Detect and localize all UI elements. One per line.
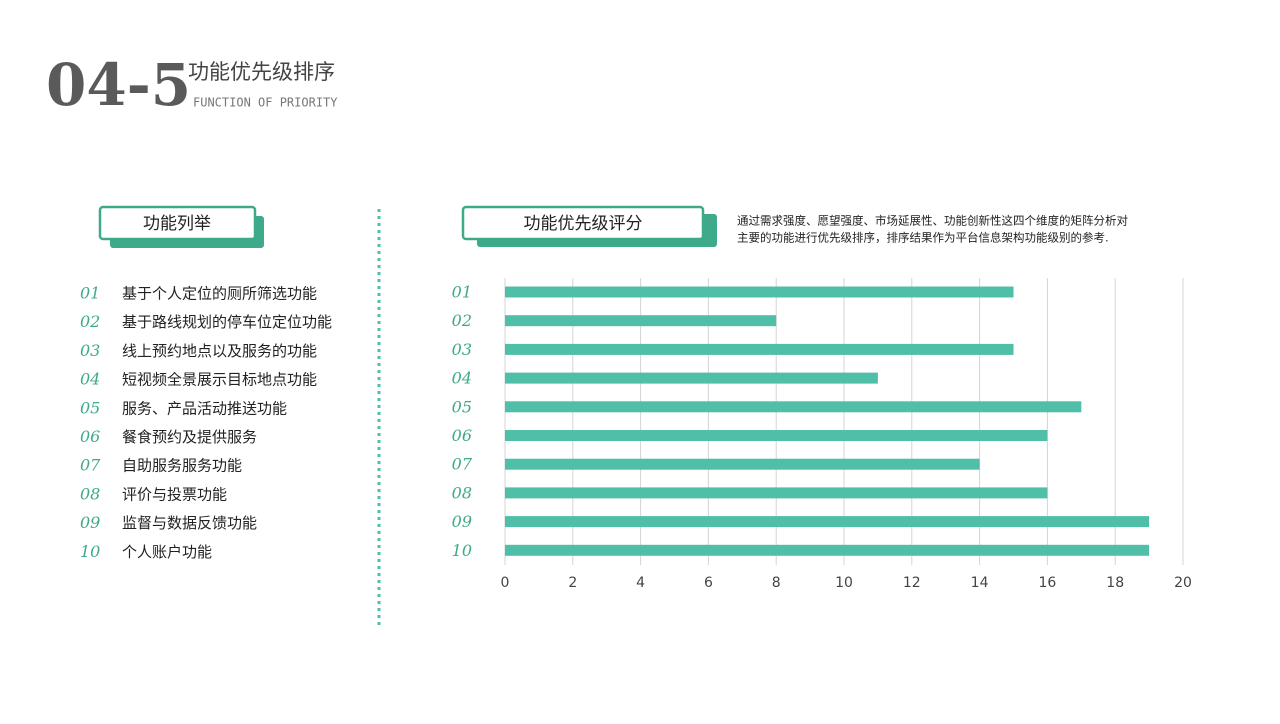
x-tick-label: 4 (636, 575, 645, 591)
x-tick-label: 12 (903, 575, 921, 591)
section-number: 04-5 (46, 51, 191, 119)
bar (505, 372, 878, 384)
item-text: 服务、产品活动推送功能 (122, 399, 287, 417)
y-tick-label: 08 (452, 483, 472, 502)
bar (505, 487, 1048, 499)
x-tick-label: 18 (1106, 575, 1124, 591)
label-box (461, 205, 705, 241)
y-tick-label: 04 (452, 369, 472, 388)
x-tick-label: 16 (1038, 575, 1056, 591)
bar (505, 516, 1150, 528)
y-tick-label: 03 (452, 340, 472, 359)
description: 通过需求强度、愿望强度、市场延展性、功能创新性这四个维度的矩阵分析对 (737, 214, 1128, 228)
page-subtitle: FUNCTION OF PRIORITY (193, 96, 338, 110)
x-tick-label: 0 (501, 575, 510, 591)
page-title: 功能优先级排序 (188, 60, 335, 84)
item-text: 评价与投票功能 (122, 485, 227, 503)
item-number: 04 (80, 370, 100, 389)
bar (505, 544, 1150, 556)
item-number: 01 (80, 284, 100, 303)
y-tick-label: 09 (452, 512, 472, 531)
item-number: 10 (80, 542, 100, 561)
item-text: 个人账户功能 (122, 543, 212, 561)
bar (505, 458, 980, 470)
bar (505, 286, 1014, 298)
item-text: 线上预约地点以及服务的功能 (122, 342, 317, 360)
item-number: 09 (80, 513, 100, 532)
y-tick-label: 07 (452, 455, 473, 474)
y-tick-label: 10 (452, 541, 472, 560)
item-text: 餐食预约及提供服务 (122, 428, 257, 446)
x-tick-label: 14 (971, 575, 989, 591)
item-text: 基于路线规划的停车位定位功能 (122, 313, 332, 331)
y-tick-label: 01 (452, 283, 472, 302)
y-tick-label: 02 (452, 311, 472, 330)
item-number: 07 (80, 456, 101, 475)
x-tick-label: 10 (835, 575, 853, 591)
x-tick-label: 2 (568, 575, 577, 591)
x-tick-label: 20 (1174, 575, 1192, 591)
item-text: 监督与数据反馈功能 (122, 514, 257, 532)
item-text: 基于个人定位的厕所筛选功能 (122, 285, 317, 303)
description: 主要的功能进行优先级排序，排序结果作为平台信息架构功能级别的参考. (737, 231, 1109, 245)
bar (505, 315, 777, 327)
label-box (98, 205, 257, 241)
item-number: 05 (80, 398, 100, 417)
y-tick-label: 05 (452, 397, 472, 416)
item-number: 06 (80, 427, 100, 446)
x-tick-label: 6 (704, 575, 713, 591)
item-number: 02 (80, 312, 100, 331)
bar (505, 343, 1014, 355)
bar (505, 430, 1048, 441)
panel-label: 功能优先级评分 (524, 214, 643, 234)
item-text: 短视频全景展示目标地点功能 (122, 371, 317, 389)
item-number: 03 (80, 341, 100, 360)
item-number: 08 (80, 484, 100, 503)
panel-label: 功能列举 (143, 214, 211, 234)
item-text: 自助服务服务功能 (122, 457, 242, 475)
x-tick-label: 8 (772, 575, 781, 591)
y-tick-label: 06 (452, 426, 472, 445)
bar (505, 401, 1082, 413)
